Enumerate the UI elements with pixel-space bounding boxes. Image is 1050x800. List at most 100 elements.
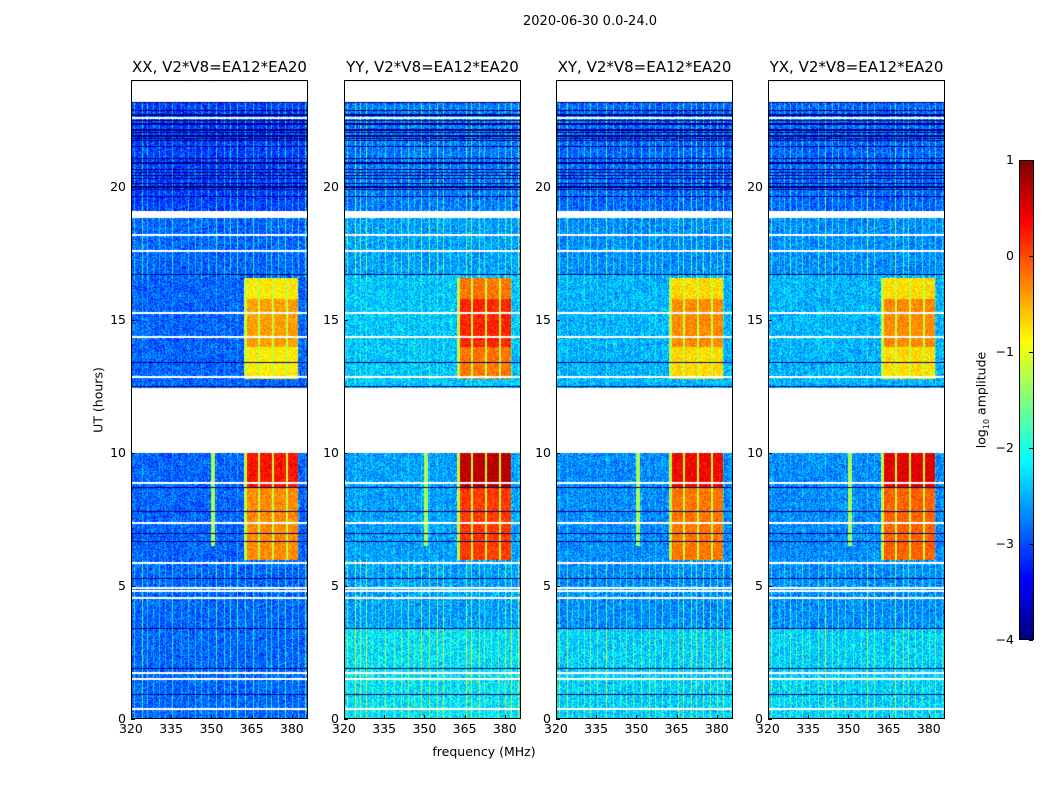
x-tick-label: 365 [452, 721, 477, 736]
x-tick-label: 320 [332, 721, 356, 736]
axes-frame [556, 80, 733, 719]
x-tick [676, 715, 678, 719]
y-tick [768, 719, 772, 720]
x-tick [384, 715, 386, 719]
spectrogram-panel: YX, V2*V8=EA12*EA20 320 335 350 365 380 0 5 10 15… [747, 58, 945, 736]
colorbar-tick [1029, 544, 1033, 545]
colorbar-tick-label: −2 [995, 440, 1014, 455]
x-tick [848, 715, 850, 719]
x-tick [424, 715, 426, 719]
axes-frame [768, 80, 945, 719]
y-tick-label: 10 [535, 444, 551, 460]
y-tick [556, 186, 560, 188]
x-tick-label: 350 [624, 721, 649, 736]
y-tick [344, 319, 348, 321]
x-tick-label: 365 [239, 721, 264, 736]
y-tick [768, 585, 772, 587]
y-tick-label: 10 [110, 444, 126, 460]
colorbar-tick [1029, 448, 1033, 449]
x-tick-label: 335 [584, 721, 609, 736]
x-axis-label: frequency (MHz) [432, 744, 536, 759]
y-tick [131, 319, 135, 321]
axes-frame [344, 80, 521, 719]
y-tick [344, 452, 348, 454]
y-tick [131, 186, 135, 188]
y-tick [131, 452, 135, 454]
x-tick [636, 715, 638, 719]
y-tick-label: 15 [110, 311, 126, 327]
y-tick-label: 15 [535, 311, 551, 327]
x-tick [211, 715, 213, 719]
x-tick [291, 715, 293, 719]
spectrogram-panel: YY, V2*V8=EA12*EA20 320 335 350 365 380 0 5 10 15… [323, 58, 521, 736]
y-tick [768, 452, 772, 454]
y-tick [768, 319, 772, 321]
x-tick [596, 715, 598, 719]
x-tick-label: 335 [796, 721, 821, 736]
y-axis-label: UT (hours) [90, 367, 106, 433]
spectrogram-panel: XY, V2*V8=EA12*EA20 320 335 350 365 380 0 5 10 15… [535, 58, 733, 736]
colorbar-tick-label: −4 [995, 632, 1014, 647]
x-tick-label: 335 [159, 721, 184, 736]
y-tick-label: 20 [110, 178, 126, 194]
y-tick-label: 15 [747, 311, 763, 327]
heatmap-image [556, 80, 733, 719]
x-tick-label: 380 [492, 721, 517, 736]
y-tick-label: 0 [755, 711, 763, 726]
x-tick-label: 350 [836, 721, 861, 736]
y-tick-label: 10 [747, 444, 763, 460]
y-tick-label: 0 [331, 711, 339, 726]
panel-title: XY, V2*V8=EA12*EA20 [557, 58, 732, 76]
x-tick [171, 715, 173, 719]
colorbar-label: log10 amplitude [973, 351, 991, 449]
x-tick-label: 320 [544, 721, 568, 736]
panel-title: YY, V2*V8=EA12*EA20 [346, 58, 519, 76]
x-tick [344, 715, 345, 719]
y-tick [556, 719, 560, 720]
colorbar [1019, 160, 1034, 640]
y-tick-label: 10 [323, 444, 339, 460]
y-tick [768, 186, 772, 188]
axes-frame [131, 80, 308, 719]
heatmap-image [344, 80, 521, 719]
y-tick-label: 15 [323, 311, 339, 327]
y-tick [131, 585, 135, 587]
x-tick-label: 365 [664, 721, 689, 736]
y-tick-label: 20 [747, 178, 763, 194]
colorbar-tick-label: 1 [1006, 152, 1014, 167]
colorbar-tick [1029, 256, 1033, 257]
panel-title: XX, V2*V8=EA12*EA20 [132, 58, 307, 76]
y-tick [344, 186, 348, 188]
y-tick-label: 20 [323, 178, 339, 194]
x-tick-label: 380 [916, 721, 941, 736]
spectrogram-panel: XX, V2*V8=EA12*EA20 320 335 350 365 380 0 5 10 15… [110, 58, 308, 736]
y-tick-label: 5 [118, 577, 126, 593]
y-tick [556, 452, 560, 454]
y-tick-label: 5 [331, 577, 339, 593]
colorbar-tick-label: 0 [1006, 248, 1014, 263]
x-tick [768, 715, 769, 719]
x-tick-label: 350 [412, 721, 437, 736]
colorbar-tick-label: −1 [995, 344, 1014, 359]
x-tick [504, 715, 506, 719]
colorbar-tick [1029, 352, 1033, 353]
x-tick [556, 715, 557, 719]
x-tick [131, 715, 132, 719]
y-tick-label: 0 [118, 711, 126, 726]
x-tick [716, 715, 718, 719]
y-tick-label: 5 [543, 577, 551, 593]
x-tick [251, 715, 253, 719]
y-tick [344, 719, 348, 720]
heatmap-image [768, 80, 945, 719]
y-tick-label: 0 [543, 711, 551, 726]
x-tick-label: 365 [876, 721, 901, 736]
x-tick-label: 380 [279, 721, 304, 736]
colorbar-tick [1029, 640, 1033, 641]
heatmap-image [131, 80, 308, 719]
y-tick [556, 319, 560, 321]
y-tick [131, 719, 135, 720]
figure-title: 2020-06-30 0.0-24.0 [523, 14, 657, 29]
x-tick [464, 715, 466, 719]
x-tick [808, 715, 810, 719]
